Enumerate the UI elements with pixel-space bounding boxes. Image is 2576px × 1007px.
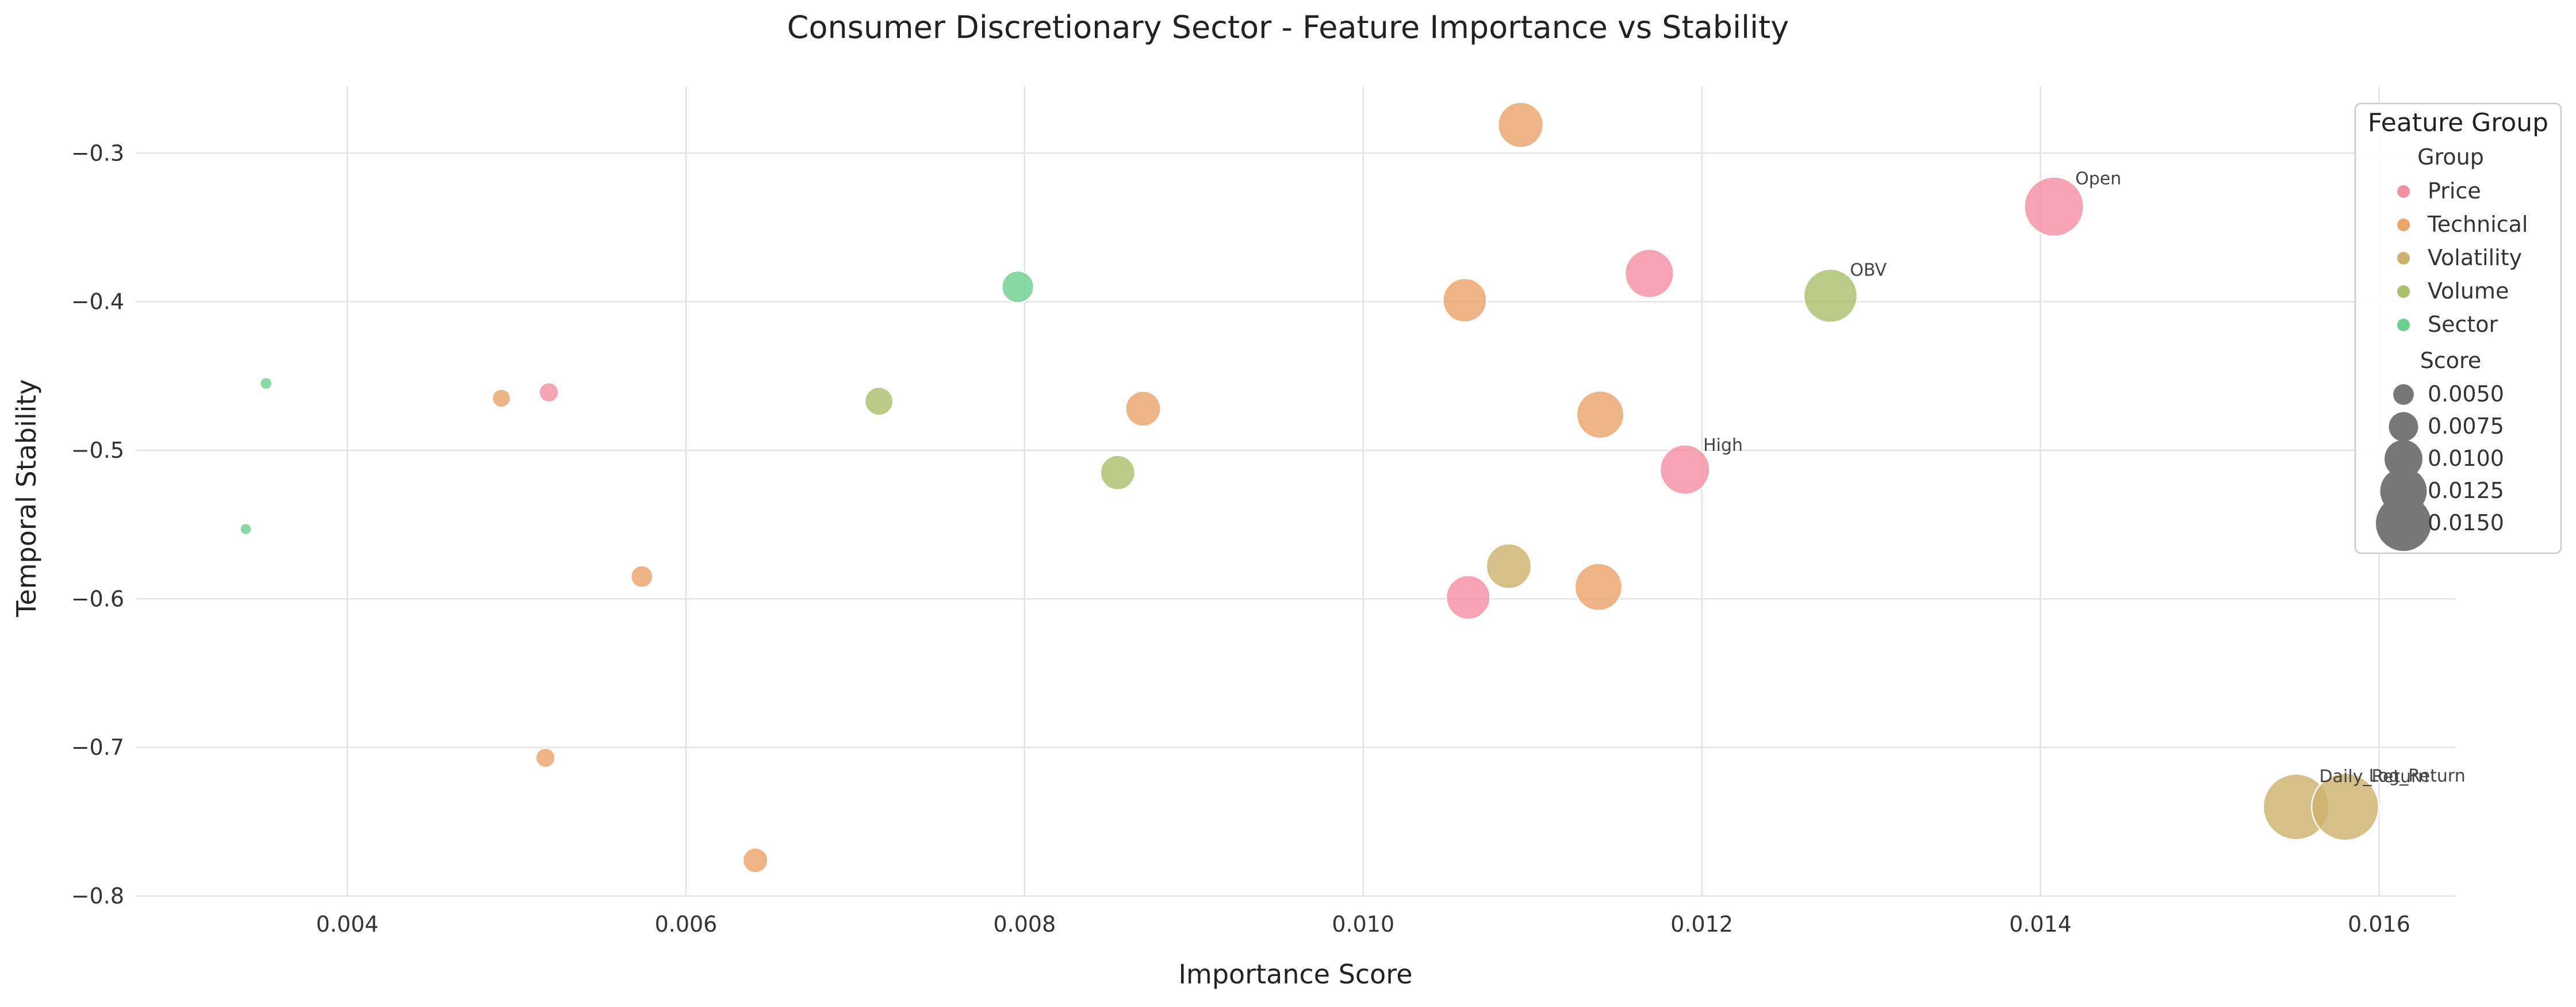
data-point — [1485, 543, 1532, 589]
y-tick-label: −0.7 — [71, 735, 124, 760]
data-point — [491, 388, 512, 408]
x-tick-label: 0.004 — [316, 912, 379, 937]
data-point — [1099, 454, 1136, 491]
y-tick-label: −0.8 — [71, 883, 124, 909]
chart-title: Consumer Discretionary Sector - Feature … — [787, 9, 1789, 45]
data-point — [1125, 390, 1162, 427]
legend-title: Feature Group — [2368, 108, 2548, 137]
legend-marker-volatility — [2397, 252, 2410, 265]
y-tick-label: −0.4 — [71, 289, 124, 315]
data-point — [538, 381, 559, 403]
data-point — [259, 376, 273, 390]
data-point — [1803, 268, 1858, 324]
legend-marker-sector — [2397, 319, 2410, 331]
x-tick-label: 0.012 — [1670, 912, 1733, 937]
legend-size-label: 0.0050 — [2428, 381, 2504, 407]
data-point — [1624, 248, 1674, 299]
legend-marker-volume — [2397, 285, 2410, 298]
points-layer — [239, 101, 2380, 874]
y-tick-label: −0.5 — [71, 438, 124, 463]
x-tick-label: 0.014 — [2009, 912, 2072, 937]
point-label: Log_Return — [2369, 766, 2466, 786]
legend-size-label: 0.0125 — [2428, 478, 2504, 503]
legend-size-marker — [2389, 412, 2418, 442]
legend-label-sector: Sector — [2428, 312, 2498, 337]
point-label: Open — [2075, 169, 2121, 189]
data-point — [2310, 772, 2380, 841]
legend-label-technical: Technical — [2427, 212, 2528, 237]
y-tick-label: −0.3 — [71, 140, 124, 166]
x-tick-label: 0.008 — [993, 912, 1056, 937]
data-point — [2023, 176, 2085, 238]
legend-hue-title: Group — [2417, 144, 2484, 170]
legend-label-volatility: Volatility — [2428, 245, 2522, 270]
x-tick-label: 0.010 — [1332, 912, 1394, 937]
data-point — [864, 386, 894, 416]
legend-size-marker — [2385, 440, 2422, 478]
y-tick-label: −0.6 — [71, 586, 124, 611]
data-point — [742, 847, 769, 874]
data-point — [239, 522, 252, 536]
data-point — [1497, 101, 1544, 148]
x-tick-label: 0.006 — [655, 912, 718, 937]
data-point — [1445, 575, 1491, 621]
data-point — [1659, 444, 1711, 495]
data-point — [1574, 562, 1623, 612]
y-axis-label: Temporal Stability — [11, 379, 42, 617]
legend-size-title: Score — [2420, 348, 2481, 373]
legend-size-label: 0.0075 — [2428, 413, 2504, 439]
point-label: Daily_Return — [2320, 767, 2429, 787]
legend: Feature Group Group Price Technical Volatili… — [2354, 102, 2562, 554]
data-point — [1001, 270, 1035, 304]
legend-size-label: 0.0150 — [2428, 510, 2504, 535]
grid-layer: 0.004 0.006 0.008 0.010 0.012 0.014 0.016 −0.3 −… — [71, 86, 2455, 937]
legend-label-volume: Volume — [2428, 278, 2509, 304]
point-label: High — [1703, 435, 1743, 455]
x-tick-label: 0.016 — [2348, 912, 2410, 937]
legend-size-marker — [2376, 496, 2431, 551]
legend-size-marker — [2393, 384, 2414, 405]
point-label: OBV — [1850, 260, 1887, 280]
data-point — [1442, 277, 1488, 323]
legend-size-label: 0.0100 — [2428, 446, 2504, 471]
legend-marker-price — [2397, 185, 2410, 198]
legend-label-price: Price — [2428, 178, 2481, 204]
data-point — [1575, 390, 1625, 439]
legend-marker-technical — [2397, 219, 2410, 231]
data-point — [535, 747, 556, 768]
x-axis-label: Importance Score — [1178, 959, 1412, 990]
data-point — [630, 565, 654, 588]
